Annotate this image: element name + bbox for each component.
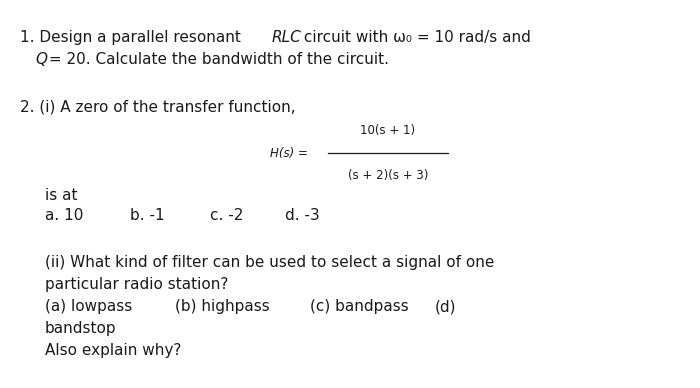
Text: c. -2: c. -2 xyxy=(210,208,244,223)
Text: H(s) =: H(s) = xyxy=(270,147,308,159)
Text: RLC: RLC xyxy=(272,30,302,45)
Text: (d): (d) xyxy=(435,299,456,314)
Text: 2. (i) A zero of the transfer function,: 2. (i) A zero of the transfer function, xyxy=(20,100,295,115)
Text: particular radio station?: particular radio station? xyxy=(45,277,228,292)
Text: a. 10: a. 10 xyxy=(45,208,83,223)
Text: is at: is at xyxy=(45,188,78,203)
Text: (a) lowpass: (a) lowpass xyxy=(45,299,132,314)
Text: circuit with ω₀ = 10 rad/s and: circuit with ω₀ = 10 rad/s and xyxy=(299,30,531,45)
Text: (s + 2)(s + 3): (s + 2)(s + 3) xyxy=(348,169,428,182)
Text: 10(s + 1): 10(s + 1) xyxy=(360,124,416,137)
Text: (ii) What kind of filter can be used to select a signal of one: (ii) What kind of filter can be used to … xyxy=(45,255,494,270)
Text: (b) highpass: (b) highpass xyxy=(175,299,270,314)
Text: d. -3: d. -3 xyxy=(285,208,320,223)
Text: = 20. Calculate the bandwidth of the circuit.: = 20. Calculate the bandwidth of the cir… xyxy=(44,52,389,67)
Text: (c) bandpass: (c) bandpass xyxy=(310,299,409,314)
Text: Also explain why?: Also explain why? xyxy=(45,343,181,358)
Text: bandstop: bandstop xyxy=(45,321,117,336)
Text: b. -1: b. -1 xyxy=(130,208,164,223)
Text: Q: Q xyxy=(35,52,47,67)
Text: 1. Design a parallel resonant: 1. Design a parallel resonant xyxy=(20,30,246,45)
